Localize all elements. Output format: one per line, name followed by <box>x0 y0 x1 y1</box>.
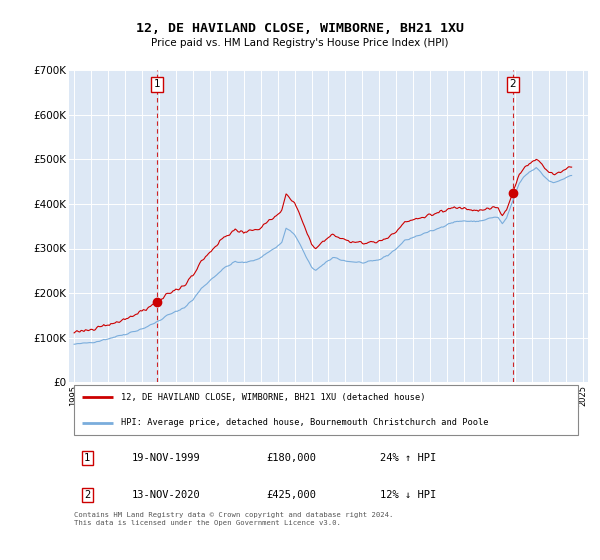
Text: Contains HM Land Registry data © Crown copyright and database right 2024.
This d: Contains HM Land Registry data © Crown c… <box>74 512 394 526</box>
Text: 1: 1 <box>154 80 160 90</box>
Text: 1: 1 <box>84 453 90 463</box>
Text: Price paid vs. HM Land Registry's House Price Index (HPI): Price paid vs. HM Land Registry's House … <box>151 38 449 48</box>
Text: 19-NOV-1999: 19-NOV-1999 <box>131 453 200 463</box>
Text: 12% ↓ HPI: 12% ↓ HPI <box>380 490 437 500</box>
Text: £180,000: £180,000 <box>266 453 316 463</box>
Text: HPI: Average price, detached house, Bournemouth Christchurch and Poole: HPI: Average price, detached house, Bour… <box>121 418 488 427</box>
Text: 24% ↑ HPI: 24% ↑ HPI <box>380 453 437 463</box>
Text: 13-NOV-2020: 13-NOV-2020 <box>131 490 200 500</box>
Text: 2: 2 <box>509 80 516 90</box>
Text: 12, DE HAVILAND CLOSE, WIMBORNE, BH21 1XU: 12, DE HAVILAND CLOSE, WIMBORNE, BH21 1X… <box>136 22 464 35</box>
FancyBboxPatch shape <box>74 385 578 435</box>
Text: 2: 2 <box>84 490 90 500</box>
Text: £425,000: £425,000 <box>266 490 316 500</box>
Text: 12, DE HAVILAND CLOSE, WIMBORNE, BH21 1XU (detached house): 12, DE HAVILAND CLOSE, WIMBORNE, BH21 1X… <box>121 393 425 402</box>
